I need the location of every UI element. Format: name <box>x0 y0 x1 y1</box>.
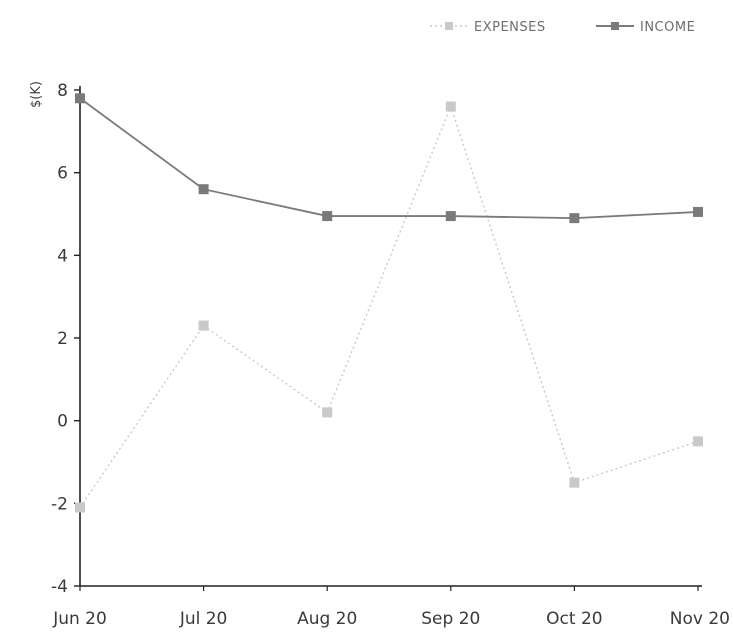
chart-legend: EXPENSES INCOME <box>430 20 695 35</box>
data-point <box>322 211 333 222</box>
data-point <box>198 320 209 331</box>
data-point <box>445 211 456 222</box>
x-tick-label: Sep 20 <box>421 609 480 629</box>
data-point <box>569 477 580 488</box>
legend-swatch-marker <box>611 22 619 30</box>
y-tick-label: 2 <box>57 329 68 349</box>
y-tick-label: 8 <box>57 81 68 101</box>
data-point <box>693 206 703 217</box>
series-expenses <box>75 101 703 513</box>
y-tick-label: -2 <box>51 494 68 514</box>
x-tick-label: Jul 20 <box>179 609 228 629</box>
legend-swatch-marker <box>445 22 453 30</box>
y-tick-labels: -4 -2 0 2 4 6 8 <box>51 81 80 597</box>
x-tick-labels: Jun 20 Jul 20 Aug 20 Sep 20 Oct 20 Nov 20 <box>52 586 730 629</box>
legend-item-income: INCOME <box>596 20 695 35</box>
legend-label: INCOME <box>640 20 695 35</box>
series-line <box>79 97 699 220</box>
y-tick-label: -4 <box>51 577 68 597</box>
x-tick-label: Aug 20 <box>297 609 357 629</box>
y-tick-label: 4 <box>57 246 68 266</box>
series-income <box>75 93 703 224</box>
data-point <box>198 184 209 195</box>
data-point <box>322 407 333 418</box>
x-tick-label: Jun 20 <box>52 609 107 629</box>
legend-label: EXPENSES <box>474 20 546 35</box>
data-point <box>445 101 456 112</box>
data-point <box>75 93 85 104</box>
data-point <box>75 502 85 513</box>
y-tick-label: 0 <box>57 412 68 432</box>
x-tick-label: Nov 20 <box>670 609 730 629</box>
y-tick-label: 6 <box>57 164 68 184</box>
chart-axes <box>79 86 702 587</box>
y-axis-label: $(K) <box>29 81 44 108</box>
data-point <box>693 436 703 447</box>
series-line <box>79 104 699 508</box>
x-tick-label: Oct 20 <box>546 609 602 629</box>
legend-item-expenses: EXPENSES <box>430 20 546 35</box>
chart-series <box>75 93 703 513</box>
data-point <box>569 213 580 224</box>
